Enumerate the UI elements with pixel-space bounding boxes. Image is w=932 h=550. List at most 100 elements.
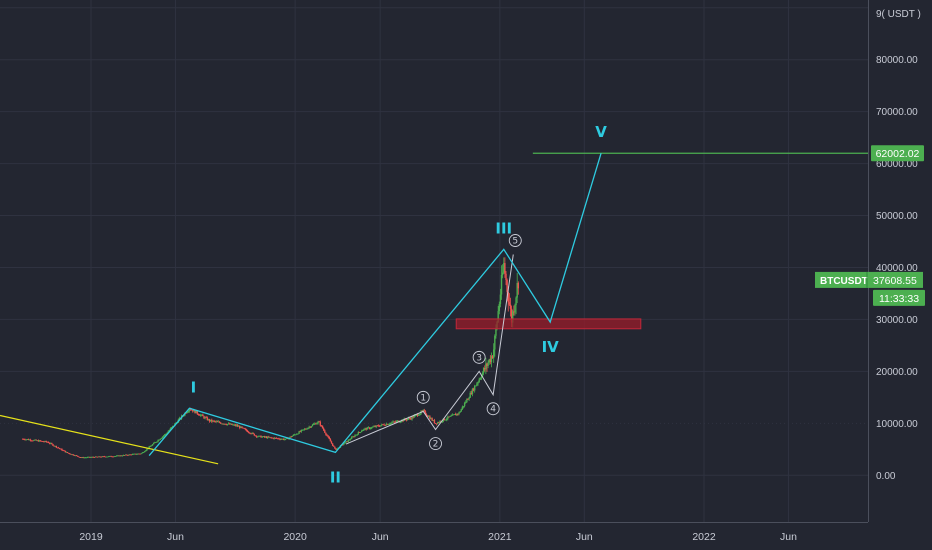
candle-body-262 (315, 423, 317, 425)
candle-body-73 (103, 456, 106, 458)
candle-body-68 (98, 456, 100, 458)
candle-body-404 (473, 386, 476, 391)
candle-body-389 (457, 413, 459, 415)
candle-body-236 (286, 438, 288, 439)
candle-body-101 (135, 453, 137, 455)
grid-lines (0, 0, 868, 522)
candle-body-373 (439, 420, 441, 423)
candle-body-366 (431, 418, 433, 421)
candle-body-99 (132, 453, 135, 455)
candle-body-71 (101, 456, 103, 458)
candle-body-403 (472, 388, 475, 391)
candle-body-304 (362, 429, 364, 431)
candle-body-272 (326, 434, 328, 436)
candle-body-162 (203, 416, 205, 419)
candle-body-152 (192, 409, 194, 412)
candle-body-175 (217, 421, 220, 423)
candle-body-15 (38, 440, 41, 442)
candle-body-27 (52, 444, 54, 446)
candle-body-215 (262, 436, 264, 438)
candle-body-355 (419, 413, 421, 416)
candle-body-16 (39, 440, 42, 442)
candle-body-221 (269, 437, 271, 439)
candle-body-178 (221, 423, 223, 425)
candle-body-49 (76, 455, 79, 457)
candle-body-220 (268, 436, 270, 438)
candle-body-183 (226, 424, 229, 425)
candle-body-303 (361, 430, 363, 432)
candle-body-161 (202, 414, 204, 417)
candle-body-204 (250, 433, 252, 435)
candle-body-74 (104, 456, 107, 458)
candle-body-299 (356, 434, 358, 436)
candle-body-219 (267, 436, 269, 439)
candle-body-408 (478, 379, 480, 383)
candle-body-232 (281, 438, 283, 440)
candle-body-224 (272, 437, 275, 439)
candle-series (22, 257, 520, 459)
candle-body-225 (273, 437, 276, 439)
candle-body-227 (275, 437, 278, 439)
candle-body-70 (100, 456, 102, 458)
candle-body-416 (487, 362, 489, 366)
candle-body-157 (197, 413, 200, 415)
y-tick-8: 0.00 (876, 471, 896, 482)
candle-body-297 (354, 435, 356, 437)
candle-body-361 (425, 414, 428, 416)
candle-body-252 (303, 428, 306, 430)
candle-body-390 (458, 412, 460, 415)
candle-body-66 (95, 456, 98, 458)
candle-body-233 (282, 438, 285, 440)
candle-body-166 (207, 419, 210, 421)
candle-body-234 (283, 439, 286, 441)
y-tick-6: 20000.00 (876, 367, 918, 378)
candle-body-279 (334, 446, 336, 449)
candle-body-111 (146, 448, 148, 451)
candle-body-10 (33, 440, 35, 441)
candle-body-127 (164, 434, 166, 436)
candle-body-207 (253, 433, 256, 436)
candle-body-245 (296, 433, 298, 435)
candle-body-0 (22, 438, 24, 440)
candle-body-335 (396, 420, 399, 422)
candle-body-209 (255, 435, 258, 437)
candle-body-384 (451, 414, 454, 416)
candle-body-222 (270, 437, 272, 439)
candle-body-214 (261, 436, 263, 438)
candle-body-359 (423, 410, 426, 412)
x-tick-7: Jun (780, 531, 797, 543)
candle-body-130 (167, 431, 169, 433)
candle-body-164 (205, 417, 207, 419)
candle-body-432 (505, 273, 507, 280)
target-price-badge-text: 62002.02 (876, 148, 920, 160)
candle-body-435 (508, 302, 511, 305)
candle-body-431 (504, 263, 506, 274)
candle-body-53 (81, 457, 83, 459)
candle-body-45 (72, 454, 74, 456)
candle-body-80 (111, 456, 113, 458)
candle-body-129 (166, 432, 168, 434)
candle-body-34 (60, 448, 62, 450)
candle-body-382 (449, 416, 451, 417)
candle-body-301 (358, 432, 361, 433)
candle-body-1 (23, 438, 25, 440)
candle-body-31 (56, 447, 59, 449)
candle-body-155 (195, 410, 197, 414)
candle-body-7 (29, 439, 32, 441)
candle-body-103 (137, 453, 139, 455)
candle-body-5 (27, 439, 30, 441)
candle-body-125 (161, 436, 164, 438)
main-wave-path (148, 153, 602, 456)
candle-body-177 (220, 422, 222, 424)
candle-body-217 (264, 436, 267, 438)
candle-body-43 (70, 453, 72, 455)
candle-body-420 (491, 356, 494, 359)
candle-body-41 (67, 452, 70, 454)
candle-body-102 (136, 454, 138, 455)
candle-body-168 (209, 419, 212, 422)
candle-body-48 (75, 455, 78, 457)
candle-body-294 (350, 437, 353, 440)
candle-body-273 (327, 435, 329, 437)
